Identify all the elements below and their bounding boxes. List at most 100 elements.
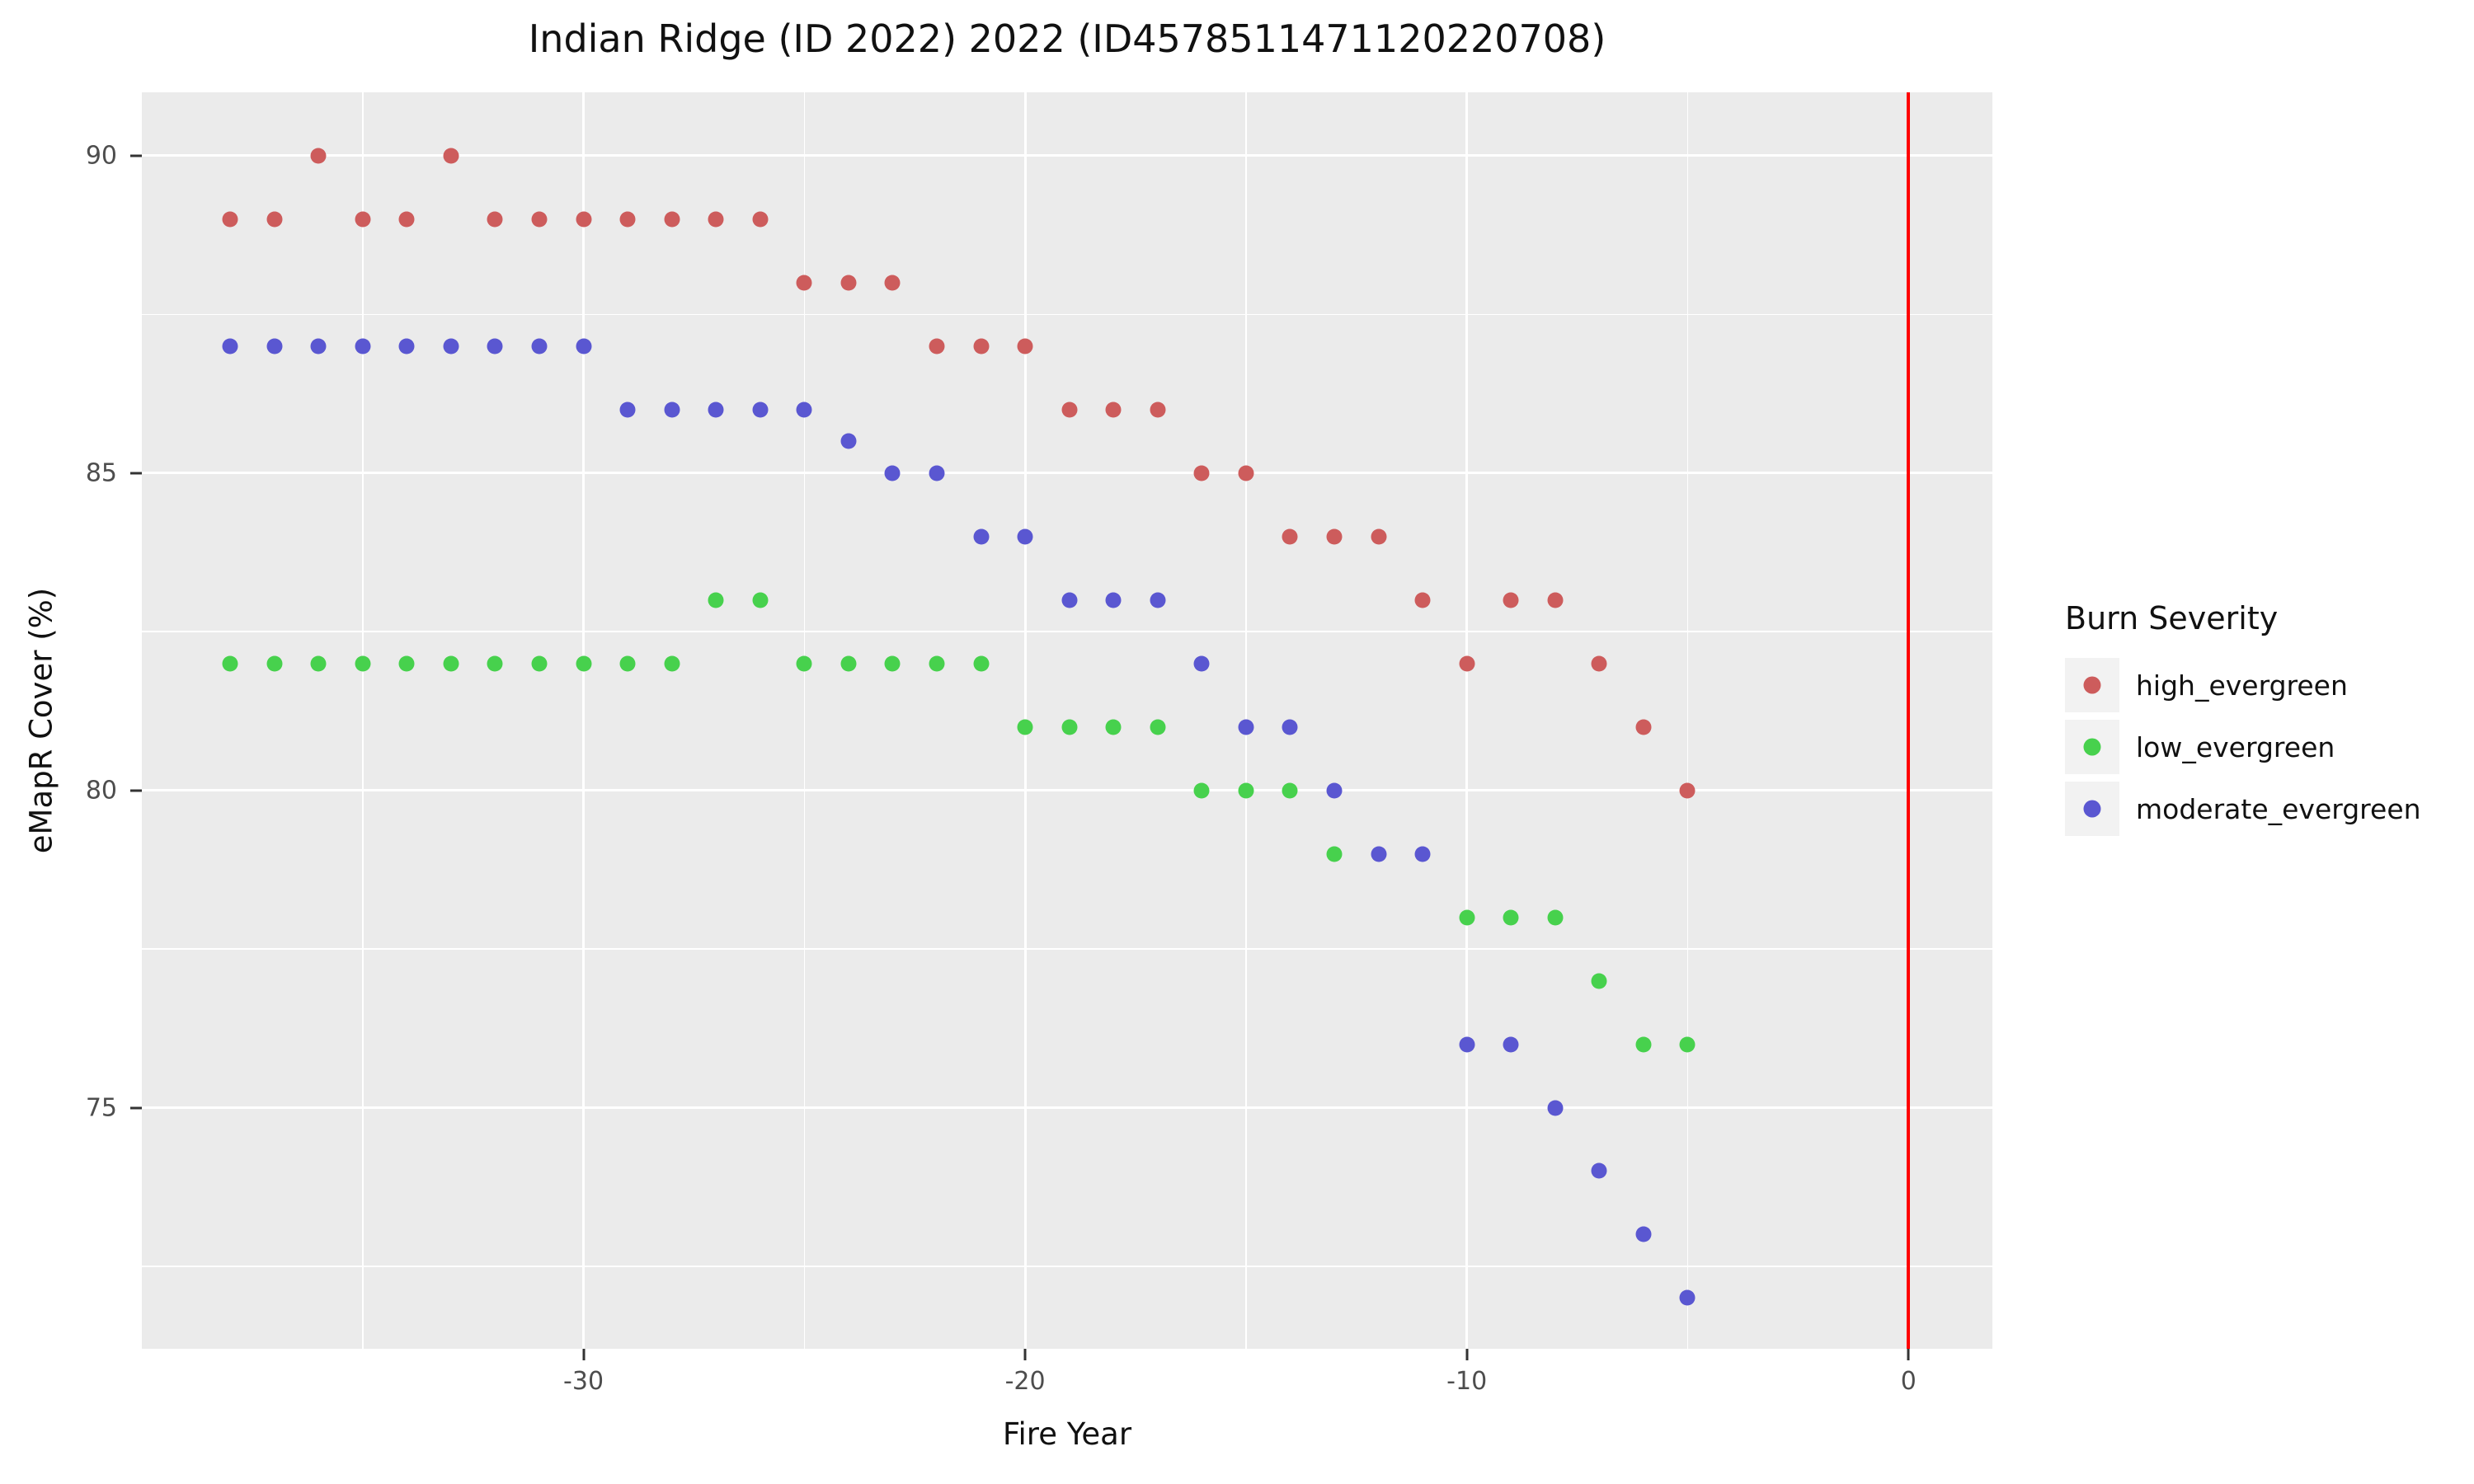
- data-point-moderate_evergreen: [1061, 592, 1078, 608]
- data-point-high_evergreen: [1503, 592, 1519, 608]
- data-point-moderate_evergreen: [1326, 782, 1343, 799]
- data-point-moderate_evergreen: [1547, 1100, 1564, 1115]
- data-point-low_evergreen: [796, 655, 812, 672]
- data-point-moderate_evergreen: [531, 338, 548, 355]
- y-tick-label: 80: [85, 776, 117, 805]
- data-point-high_evergreen: [1326, 528, 1343, 545]
- plot-panel: [142, 92, 1992, 1349]
- data-point-high_evergreen: [973, 338, 990, 355]
- data-point-moderate_evergreen: [222, 338, 238, 355]
- data-point-high_evergreen: [1238, 465, 1254, 481]
- legend-dot-moderate_evergreen: [2083, 800, 2101, 818]
- data-point-low_evergreen: [1503, 909, 1519, 926]
- x-tick-mark: [1465, 1349, 1469, 1360]
- chart-title: Indian Ridge (ID 2022) 2022 (ID457851147…: [528, 16, 1606, 61]
- x-tick-mark: [582, 1349, 586, 1360]
- x-major-gridline: [1465, 92, 1469, 1349]
- data-point-low_evergreen: [266, 655, 283, 672]
- data-point-moderate_evergreen: [973, 528, 990, 545]
- data-point-high_evergreen: [355, 211, 371, 228]
- data-point-high_evergreen: [310, 148, 327, 164]
- data-point-moderate_evergreen: [310, 338, 327, 355]
- data-point-moderate_evergreen: [752, 402, 769, 418]
- data-point-moderate_evergreen: [1459, 1036, 1475, 1053]
- data-point-low_evergreen: [355, 655, 371, 672]
- data-point-high_evergreen: [619, 211, 636, 228]
- y-minor-gridline: [142, 313, 1992, 316]
- data-point-low_evergreen: [973, 655, 990, 672]
- data-point-high_evergreen: [664, 211, 680, 228]
- data-point-high_evergreen: [929, 338, 945, 355]
- data-point-moderate_evergreen: [1193, 655, 1210, 672]
- data-point-high_evergreen: [708, 211, 724, 228]
- legend-label: high_evergreen: [2136, 669, 2348, 702]
- data-point-high_evergreen: [398, 211, 415, 228]
- data-point-moderate_evergreen: [1635, 1226, 1652, 1242]
- data-point-moderate_evergreen: [1238, 719, 1254, 735]
- data-point-moderate_evergreen: [1503, 1036, 1519, 1053]
- data-point-low_evergreen: [840, 655, 857, 672]
- legend-dot-low_evergreen: [2083, 738, 2101, 756]
- data-point-high_evergreen: [222, 211, 238, 228]
- data-point-high_evergreen: [796, 275, 812, 291]
- legend-title: Burn Severity: [2065, 600, 2279, 636]
- data-point-low_evergreen: [1679, 1036, 1696, 1053]
- data-point-moderate_evergreen: [840, 433, 857, 449]
- x-tick-mark: [1907, 1349, 1910, 1360]
- data-point-high_evergreen: [1193, 465, 1210, 481]
- data-point-moderate_evergreen: [664, 402, 680, 418]
- x-tick-label: -20: [1004, 1367, 1046, 1396]
- x-minor-gridline: [803, 92, 806, 1349]
- data-point-high_evergreen: [576, 211, 592, 228]
- legend-label: low_evergreen: [2136, 730, 2335, 763]
- x-tick-mark: [1023, 1349, 1027, 1360]
- y-major-gridline: [142, 154, 1992, 157]
- legend-dot-high_evergreen: [2083, 676, 2101, 694]
- data-point-low_evergreen: [664, 655, 680, 672]
- data-point-moderate_evergreen: [355, 338, 371, 355]
- data-point-low_evergreen: [531, 655, 548, 672]
- data-point-low_evergreen: [619, 655, 636, 672]
- data-point-high_evergreen: [1547, 592, 1564, 608]
- data-point-high_evergreen: [487, 211, 503, 228]
- y-tick-label: 85: [85, 458, 117, 488]
- data-point-moderate_evergreen: [884, 465, 901, 481]
- data-point-low_evergreen: [1238, 782, 1254, 799]
- y-minor-gridline: [142, 948, 1992, 950]
- y-major-gridline: [142, 789, 1992, 792]
- data-point-moderate_evergreen: [1017, 528, 1033, 545]
- data-point-low_evergreen: [222, 655, 238, 672]
- x-tick-label: -30: [563, 1367, 604, 1396]
- data-point-low_evergreen: [752, 592, 769, 608]
- data-point-low_evergreen: [1326, 846, 1343, 862]
- fire-year-reference-line: [1907, 92, 1911, 1349]
- legend-key: [2065, 782, 2119, 836]
- data-point-low_evergreen: [487, 655, 503, 672]
- legend-key: [2065, 720, 2119, 774]
- data-point-low_evergreen: [1282, 782, 1298, 799]
- data-point-high_evergreen: [531, 211, 548, 228]
- data-point-low_evergreen: [1017, 719, 1033, 735]
- data-point-low_evergreen: [1591, 973, 1607, 989]
- data-point-high_evergreen: [1017, 338, 1033, 355]
- y-tick-mark: [130, 154, 142, 157]
- data-point-moderate_evergreen: [1371, 846, 1387, 862]
- data-point-moderate_evergreen: [1414, 846, 1431, 862]
- legend-item-low_evergreen: low_evergreen: [2065, 720, 2461, 774]
- y-minor-gridline: [142, 1266, 1992, 1267]
- y-major-gridline: [142, 472, 1992, 475]
- data-point-low_evergreen: [884, 655, 901, 672]
- y-tick-mark: [130, 1106, 142, 1109]
- data-point-low_evergreen: [1105, 719, 1122, 735]
- legend-items: high_evergreen low_evergreen moderate_ever…: [2065, 658, 2461, 836]
- data-point-low_evergreen: [929, 655, 945, 672]
- data-point-high_evergreen: [1591, 655, 1607, 672]
- data-point-moderate_evergreen: [266, 338, 283, 355]
- y-minor-gridline: [142, 631, 1992, 633]
- data-point-high_evergreen: [1635, 719, 1652, 735]
- data-point-moderate_evergreen: [1591, 1162, 1607, 1179]
- data-point-moderate_evergreen: [1150, 592, 1166, 608]
- y-tick-mark: [130, 472, 142, 475]
- y-tick-label: 90: [85, 141, 117, 171]
- data-point-high_evergreen: [1282, 528, 1298, 545]
